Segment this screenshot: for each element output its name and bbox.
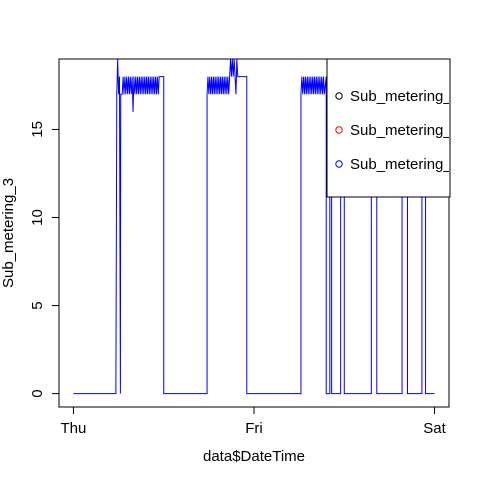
legend-entries: Sub_metering_1 Sub_metering_2 Sub_metering…: [335, 88, 460, 173]
legend-box: [326, 58, 451, 198]
plot-layer: [73, 58, 435, 395]
x-tick-label: Thu: [61, 420, 87, 437]
series-line-sub-metering-3: [73, 58, 435, 395]
legend-label: Sub_metering_3: [350, 156, 460, 173]
legend-marker: [335, 160, 343, 168]
y-tick-label: 10: [29, 209, 46, 226]
x-tick-label: Fri: [245, 420, 263, 437]
axis-layer: data$DateTime Sub_metering_3 Thu Fri Sat 0 5…: [0, 121, 447, 465]
legend: Sub_metering_1 Sub_metering_2 Sub_metering…: [326, 58, 460, 198]
legend-label: Sub_metering_2: [350, 122, 460, 139]
y-tick-label: 15: [29, 121, 46, 138]
y-tick-label: 5: [29, 301, 46, 309]
y-tick-label: 0: [29, 389, 46, 397]
y-axis-title: Sub_metering_3: [0, 178, 17, 288]
legend-marker: [335, 126, 343, 134]
x-tick-label: Sat: [423, 420, 446, 437]
legend-marker: [335, 92, 343, 100]
x-axis-title: data$DateTime: [203, 448, 305, 465]
legend-label: Sub_metering_1: [350, 88, 460, 105]
